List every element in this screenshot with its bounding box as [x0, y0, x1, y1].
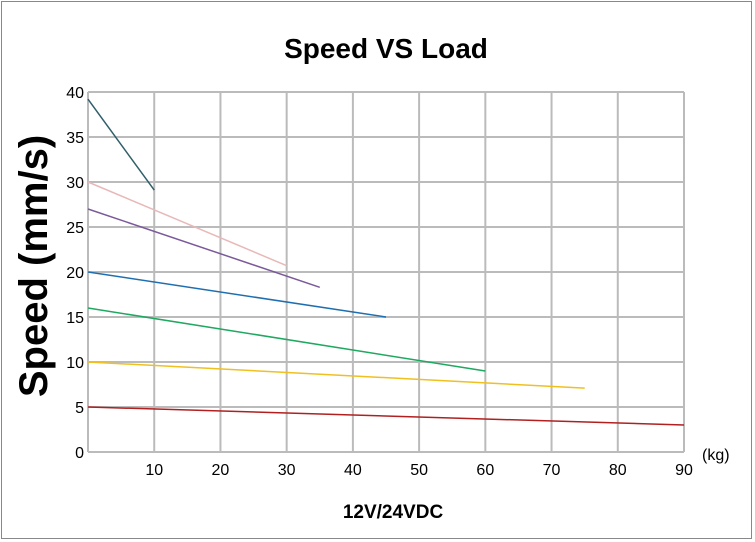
chart-title: Speed VS Load	[284, 33, 488, 64]
x-unit-label: (kg)	[702, 447, 730, 464]
y-tick-label: 35	[66, 130, 84, 147]
x-tick-label: 90	[675, 462, 693, 479]
y-tick-label: 30	[66, 175, 84, 192]
line-series-5	[87, 307, 486, 372]
y-tick-label: 40	[66, 85, 84, 102]
line-series-4	[87, 271, 387, 318]
x-tick-label: 50	[410, 462, 428, 479]
y-axis-label: Speed (mm/s)	[12, 135, 56, 397]
y-tick-label: 15	[66, 310, 84, 327]
x-tick-label: 40	[344, 462, 362, 479]
line-series-2	[87, 181, 287, 267]
x-tick-label: 70	[543, 462, 561, 479]
y-tick-label: 0	[75, 445, 84, 462]
line-series-7	[87, 406, 685, 426]
x-tick-label: 80	[609, 462, 627, 479]
y-tick-label: 5	[75, 400, 84, 417]
x-axis-label: 12V/24VDC	[343, 502, 444, 523]
y-tick-label: 20	[66, 265, 84, 282]
x-tick-label: 10	[145, 462, 163, 479]
x-tick-label: 60	[476, 462, 494, 479]
y-tick-label: 10	[66, 355, 84, 372]
line-series-6	[87, 361, 585, 389]
line-series-1	[87, 98, 155, 191]
x-tick-label: 20	[212, 462, 230, 479]
line-series-3	[87, 208, 321, 289]
x-tick-label: 30	[278, 462, 296, 479]
y-tick-label: 25	[66, 220, 84, 237]
